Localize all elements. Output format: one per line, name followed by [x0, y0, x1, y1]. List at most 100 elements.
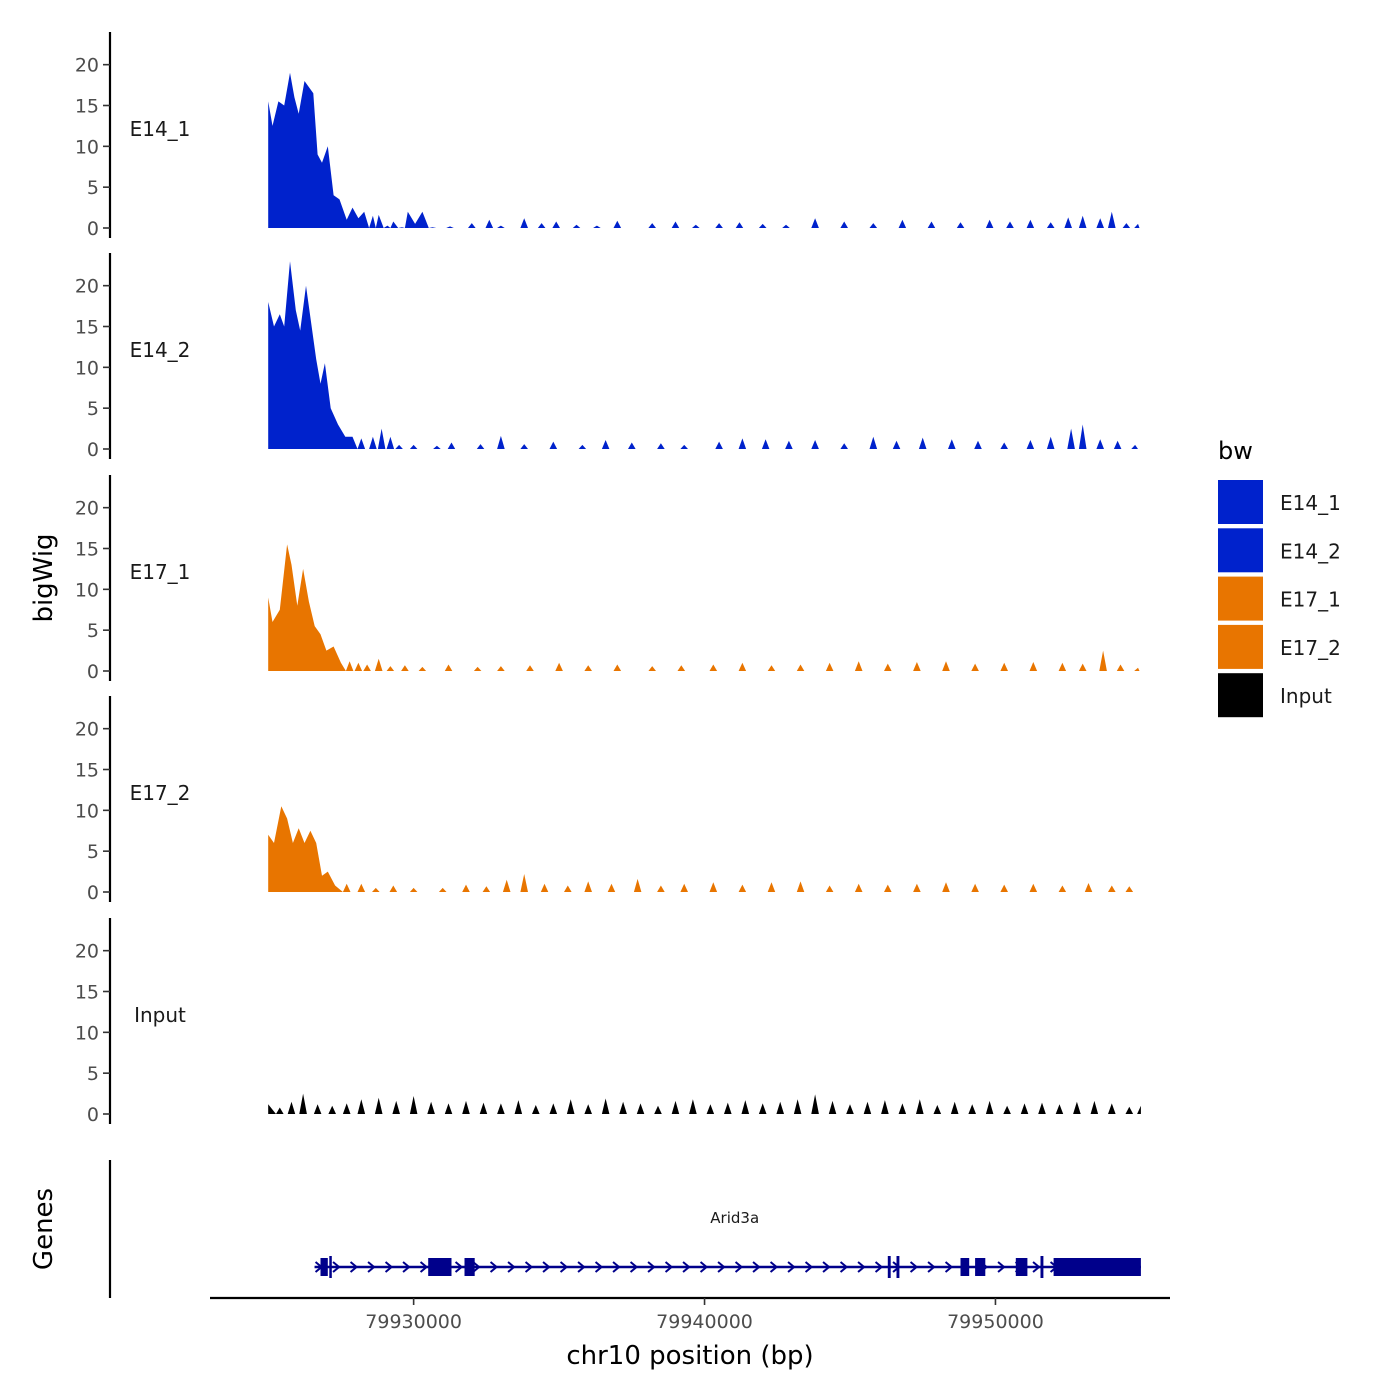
strand-arrow: [822, 1261, 831, 1273]
y-tick-label: 15: [75, 760, 99, 782]
strand-arrow: [927, 1261, 936, 1273]
gene-exon: [960, 1258, 970, 1276]
track-label-input: Input: [134, 1003, 186, 1027]
y-tick-label: 15: [75, 539, 99, 561]
legend-swatch-e14-2: [1218, 528, 1263, 573]
y-tick-label: 0: [87, 439, 99, 461]
signal-area-e14-2: [268, 261, 1141, 449]
gene-exon: [464, 1258, 475, 1276]
strand-arrow: [664, 1261, 674, 1273]
track-label-e14-2: E14_2: [130, 338, 191, 362]
y-tick-label: 5: [87, 177, 99, 199]
gene-exon: [320, 1258, 328, 1276]
strand-arrow: [839, 1261, 849, 1273]
y-tick-label: 0: [87, 218, 99, 240]
legend-label-input: Input: [1280, 684, 1332, 708]
y-tick-label: 10: [75, 579, 99, 601]
strand-arrow: [384, 1261, 394, 1273]
legend-title: bw: [1218, 437, 1253, 465]
signal-area-e17-2: [268, 806, 1141, 892]
signal-tracks: 05101520E14_105101520E14_205101520E17_10…: [75, 32, 1141, 1126]
track-label-e14-1: E14_1: [130, 117, 191, 141]
strand-arrow: [367, 1261, 376, 1273]
strand-arrow: [454, 1261, 464, 1273]
x-tick-label: 79930000: [365, 1311, 462, 1333]
y-tick-label: 5: [87, 841, 99, 863]
legend-swatch-e17-1: [1218, 576, 1263, 621]
strand-arrow: [419, 1261, 429, 1273]
strand-arrow: [524, 1261, 534, 1273]
legend-label-e14-2: E14_2: [1280, 539, 1341, 563]
y-tick-label: 20: [75, 498, 99, 520]
gene-exon: [428, 1258, 452, 1276]
strand-arrow: [769, 1261, 779, 1273]
y-tick-label: 10: [75, 357, 99, 379]
track-e17-2: 0 5 10 15 20 E17_2: [75, 696, 1141, 904]
track-e14-1: 0 5 10 15 20 E14_1: [75, 32, 1141, 240]
strand-arrow: [472, 1261, 481, 1273]
strand-arrow: [857, 1261, 866, 1273]
strand-arrow: [909, 1261, 919, 1273]
strand-arrow: [332, 1261, 341, 1273]
y-tick-label: 15: [75, 982, 99, 1004]
legend-swatch-input: [1218, 673, 1263, 718]
track-e17-1: 0 5 10 15 20 E17_1: [75, 475, 1141, 683]
x-tick-label: 79950000: [947, 1311, 1044, 1333]
genes-axis-title: Genes: [29, 1188, 59, 1270]
strand-arrow: [594, 1261, 604, 1273]
gene-exon: [975, 1258, 986, 1276]
gene-exon: [887, 1256, 891, 1278]
strand-arrow: [489, 1261, 499, 1273]
legend-swatch-e17-2: [1218, 624, 1263, 669]
y-axis-title: bigWig: [29, 533, 59, 622]
y-tick-label: 10: [75, 136, 99, 158]
x-tick-label: 79940000: [656, 1311, 753, 1333]
strand-arrow: [717, 1261, 726, 1273]
legend: bw E14_1 E14_2 E17_1 E17_2 Input: [1218, 437, 1341, 718]
strand-arrow: [542, 1261, 551, 1273]
strand-arrow: [682, 1261, 691, 1273]
track-e14-2: 0 5 10 15 20 E14_2: [75, 253, 1141, 461]
legend-swatch-e14-1: [1218, 480, 1263, 524]
gene-exon: [1015, 1258, 1028, 1276]
gene-exon: [896, 1256, 900, 1278]
strand-arrow: [612, 1261, 621, 1273]
strand-arrow: [804, 1261, 814, 1273]
y-tick-label: 5: [87, 1063, 99, 1085]
strand-arrow: [699, 1261, 709, 1273]
y-tick-label: 0: [87, 1104, 99, 1126]
legend-label-e14-1: E14_1: [1280, 491, 1341, 515]
y-tick-label: 0: [87, 661, 99, 683]
y-tick-label: 15: [75, 317, 99, 339]
strand-arrow: [1032, 1261, 1041, 1273]
gene-exon: [1040, 1256, 1044, 1278]
signal-area-e17-1: [268, 544, 1141, 671]
gene-exon: [1053, 1258, 1141, 1276]
strand-arrow: [349, 1261, 359, 1273]
strand-arrow: [997, 1261, 1006, 1273]
track-input: 0 5 10 15 20 Input: [75, 918, 1141, 1126]
strand-arrow: [752, 1261, 761, 1273]
gene-name-label: Arid3a: [710, 1209, 759, 1227]
y-tick-label: 5: [87, 398, 99, 420]
y-tick-label: 5: [87, 620, 99, 642]
gene-track: Arid3a: [108, 1160, 1141, 1298]
y-tick-label: 10: [75, 1022, 99, 1044]
strand-arrow: [874, 1261, 884, 1273]
gene-exon: [329, 1256, 332, 1278]
x-axis-title: chr10 position (bp): [566, 1341, 813, 1371]
signal-area-e14-1: [268, 72, 1141, 228]
strand-arrow: [559, 1261, 569, 1273]
strand-arrow: [402, 1261, 411, 1273]
x-axis: 79930000 79940000 79950000: [210, 1296, 1170, 1333]
y-tick-label: 20: [75, 55, 99, 77]
y-tick-label: 20: [75, 719, 99, 741]
strand-arrow: [944, 1261, 954, 1273]
strand-arrow: [787, 1261, 796, 1273]
y-tick-label: 15: [75, 96, 99, 118]
track-label-e17-2: E17_2: [130, 781, 191, 805]
track-label-e17-1: E17_1: [130, 560, 191, 584]
legend-label-e17-1: E17_1: [1280, 588, 1341, 612]
y-tick-label: 20: [75, 276, 99, 298]
y-tick-label: 10: [75, 800, 99, 822]
